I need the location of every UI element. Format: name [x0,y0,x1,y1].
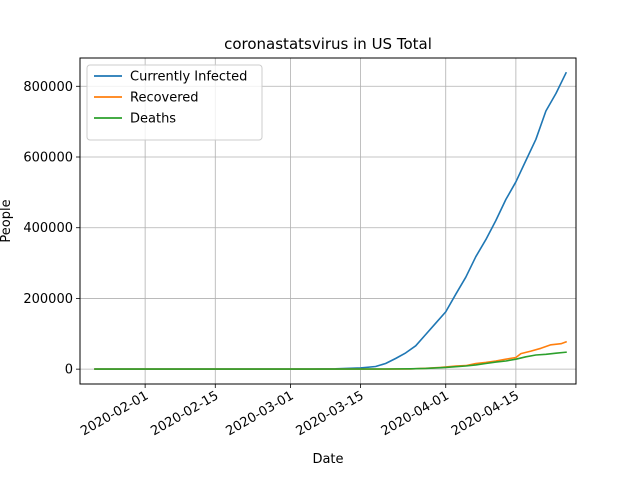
legend-box [86,64,263,141]
y-tick-label: 200000 [23,292,73,307]
chart-title: coronastatsvirus in US Total [224,35,432,53]
plot-area-frame [79,57,577,385]
y-axis-title: People [0,199,14,242]
series-lines [94,71,568,370]
grid [80,58,576,384]
y-tick-label: 0 [65,363,73,378]
legend-label: Recovered [130,91,199,106]
y-tick-label: 600000 [23,151,73,166]
legend: Currently Infected Recovered Deaths [86,64,263,141]
series-line-deaths [94,351,567,370]
y-tick-label: 400000 [23,221,73,236]
x-axis-title: Date [312,452,343,467]
legend-label: Currently Infected [130,70,247,85]
legend-label: Deaths [130,112,176,127]
y-tick-label: 800000 [23,80,73,95]
